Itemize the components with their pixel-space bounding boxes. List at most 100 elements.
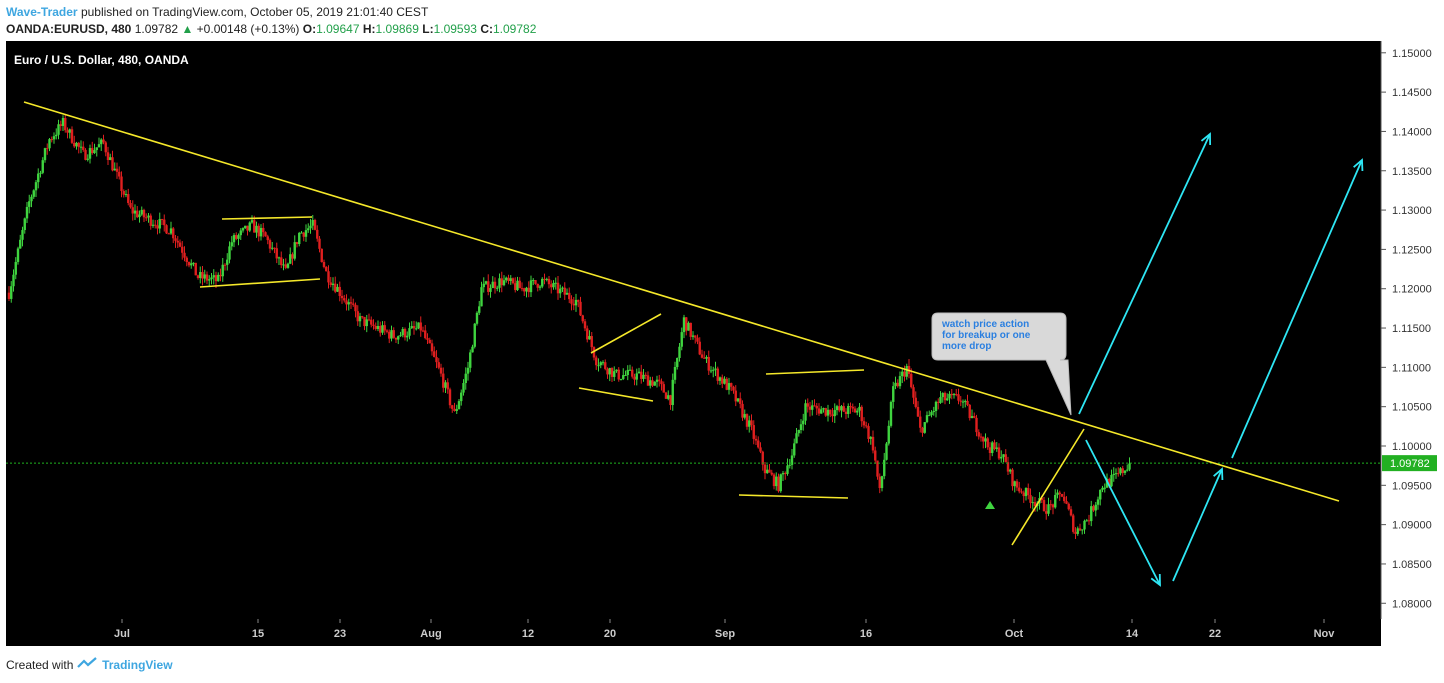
candle-body [131, 207, 134, 214]
candle-body [761, 451, 764, 465]
candle-body [1112, 474, 1115, 476]
candle-body [356, 311, 359, 322]
candle-body [813, 405, 816, 407]
up-arrow-icon: ▲ [181, 22, 194, 36]
candle-body [410, 326, 413, 329]
candle-body [446, 382, 449, 390]
candle-body [352, 303, 355, 305]
candle-body [959, 400, 962, 402]
candle-body [345, 300, 348, 305]
candle-body [142, 209, 146, 218]
candle-body [597, 365, 600, 367]
candle-body [525, 287, 528, 292]
candle-body [880, 476, 884, 489]
candle-body [1108, 478, 1111, 487]
candle-body [889, 401, 893, 426]
candle-body [619, 378, 623, 380]
candle-body [815, 405, 818, 409]
candle-body [766, 469, 769, 474]
candle-body [28, 201, 31, 207]
candle-body [273, 247, 276, 249]
candle-body [529, 280, 533, 293]
last-price-badge [1382, 455, 1437, 472]
candle-body [311, 219, 314, 226]
candle-body [309, 225, 312, 229]
candle-body [862, 421, 866, 426]
time-tick-label: 20 [604, 628, 616, 640]
tradingview-brand[interactable]: TradingView [102, 658, 173, 672]
candle-body [808, 406, 812, 410]
candle-body [617, 369, 620, 380]
candle-body [595, 357, 598, 366]
candle-body [203, 274, 206, 279]
candle-body [307, 228, 310, 231]
candle-body [565, 292, 569, 295]
low-value: 1.09593 [433, 22, 477, 36]
annotation-callout[interactable]: watch price action for breakup or one more… [931, 312, 1072, 416]
candle-body [592, 347, 596, 358]
candle-body [201, 272, 204, 279]
candle-body [979, 436, 983, 438]
candle-body [721, 377, 724, 384]
candle-body [577, 299, 580, 302]
candle-body [982, 436, 985, 442]
candlestick-chart[interactable]: Euro / U.S. Dollar, 480, OANDA 1.09782 1… [6, 41, 1438, 646]
candle-body [1103, 487, 1106, 489]
candle-body [950, 393, 953, 396]
candle-body [367, 319, 371, 321]
time-tick-label: 23 [334, 628, 346, 640]
candle-body [113, 168, 116, 171]
candle-body [41, 160, 44, 173]
candle-body [707, 356, 710, 371]
candle-body [975, 417, 978, 433]
price-tick-label: 1.09500 [1392, 480, 1432, 492]
candle-body [536, 283, 539, 288]
candle-body [748, 420, 751, 427]
candle-body [790, 455, 794, 465]
candle-body [250, 220, 254, 223]
candle-body [644, 374, 647, 376]
drop-arrow [1085, 439, 1161, 586]
candle-body [187, 262, 191, 266]
candle-body [392, 330, 395, 338]
candle-body [914, 397, 917, 407]
candle-body [158, 219, 161, 229]
candle-body [511, 278, 515, 284]
price-tick-label: 1.10500 [1392, 402, 1432, 414]
candle-body [1045, 511, 1048, 514]
candle-body [1119, 468, 1122, 474]
candle-body [412, 326, 416, 329]
candle-body [840, 406, 843, 411]
candle-body [43, 148, 47, 161]
candle-body [489, 288, 492, 292]
candle-body [676, 357, 679, 367]
drop-arrow-head [1150, 573, 1161, 587]
author-name[interactable]: Wave-Trader [6, 5, 78, 19]
candle-body [390, 330, 393, 339]
candle-body [1069, 509, 1073, 516]
candle-body [718, 377, 722, 381]
candle-body [266, 236, 269, 241]
candle-body [370, 319, 373, 325]
candle-body [640, 371, 643, 379]
flag3-lower-line [738, 494, 849, 499]
candle-body [910, 373, 913, 388]
candle-body [334, 283, 337, 292]
candle-body [300, 232, 303, 234]
candle-body [226, 259, 229, 265]
candle-body [610, 368, 614, 377]
chart-title: Euro / U.S. Dollar, 480, OANDA [14, 53, 189, 67]
chart-area[interactable]: Euro / U.S. Dollar, 480, OANDA 1.09782 1… [6, 41, 1438, 646]
candle-body [777, 476, 780, 492]
candle-body [752, 425, 755, 439]
price-tick-label: 1.14500 [1392, 87, 1432, 99]
candle-body [381, 325, 384, 333]
price-tick-label: 1.08000 [1392, 598, 1432, 610]
candle-body [590, 336, 593, 348]
candle-body [615, 369, 618, 372]
candle-body [257, 225, 260, 237]
price-tick-label: 1.12000 [1392, 284, 1432, 296]
candle-body [514, 283, 517, 291]
candle-body [1002, 454, 1005, 457]
flag2-upper-line [590, 313, 662, 354]
